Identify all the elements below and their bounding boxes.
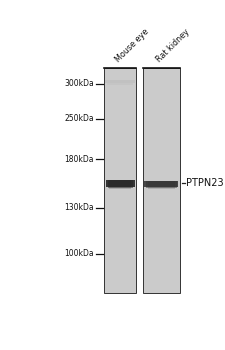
Bar <box>109 180 130 189</box>
Text: 300kDa: 300kDa <box>64 79 94 88</box>
Text: 130kDa: 130kDa <box>64 203 94 212</box>
Bar <box>105 180 134 187</box>
Text: Rat kidney: Rat kidney <box>154 27 191 64</box>
Text: Mouse eye: Mouse eye <box>113 27 150 64</box>
Bar <box>142 68 179 293</box>
Bar <box>144 181 178 187</box>
Text: PTPN23: PTPN23 <box>185 178 223 189</box>
Bar <box>107 83 133 85</box>
Bar <box>146 181 176 188</box>
Bar <box>147 181 174 189</box>
Text: 250kDa: 250kDa <box>64 114 94 123</box>
Text: 180kDa: 180kDa <box>64 155 94 164</box>
Bar <box>104 68 135 293</box>
Text: 100kDa: 100kDa <box>64 249 94 258</box>
Bar <box>107 180 132 188</box>
Bar <box>105 80 135 83</box>
